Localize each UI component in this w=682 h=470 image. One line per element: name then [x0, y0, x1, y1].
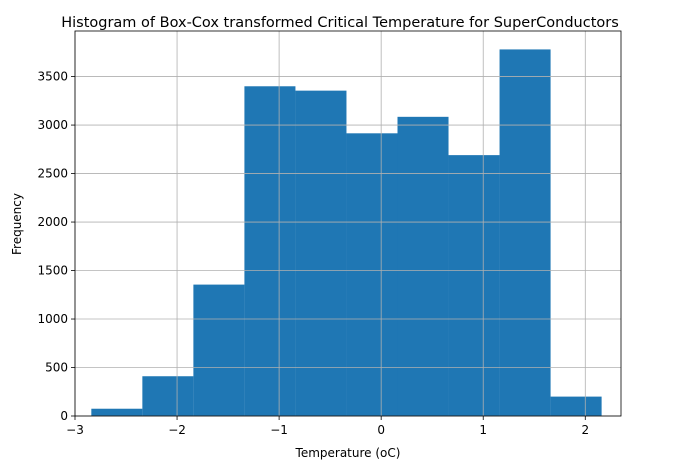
x-tick-label: 1 — [479, 423, 487, 437]
histogram-bar — [499, 49, 551, 417]
y-tick-label: 3000 — [37, 118, 68, 132]
histogram-bars — [91, 49, 602, 417]
histogram-bar — [397, 116, 449, 416]
histogram-bar — [550, 396, 602, 416]
y-axis-label: Frequency — [10, 193, 24, 255]
x-tick-label: −2 — [168, 423, 186, 437]
histogram-bar — [91, 408, 143, 416]
axis-ticks: −3 −2 −1 0 1 2 0 500 1000 1500 2000 2500 3000 3500 — [37, 70, 589, 437]
plot-frame — [74, 30, 622, 417]
histogram-bar — [346, 133, 398, 416]
histogram-bar — [193, 284, 245, 416]
y-tick-label: 2000 — [37, 215, 68, 229]
x-axis-label: Temperature (oC) — [295, 446, 401, 460]
y-tick-label: 1000 — [37, 312, 68, 326]
histogram-bar — [295, 90, 347, 417]
x-tick-label: 0 — [377, 423, 385, 437]
x-tick-label: −3 — [66, 423, 84, 437]
y-tick-label: 1500 — [37, 264, 68, 278]
grid-lines-overlay — [74, 31, 621, 417]
histogram-bar — [448, 155, 500, 416]
x-tick-label: 2 — [581, 423, 589, 437]
chart-title: Histogram of Box-Cox transformed Critica… — [61, 15, 619, 31]
y-tick-label: 500 — [45, 361, 68, 375]
x-tick-label: −1 — [270, 423, 288, 437]
y-tick-label: 3500 — [37, 70, 68, 84]
histogram-bar — [142, 376, 194, 416]
y-tick-label: 2500 — [37, 167, 68, 181]
histogram-bar — [244, 86, 296, 417]
y-tick-label: 0 — [60, 409, 68, 423]
